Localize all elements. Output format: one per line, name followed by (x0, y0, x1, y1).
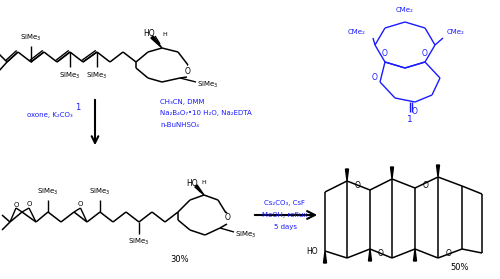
Text: O: O (423, 181, 429, 189)
Text: H: H (162, 32, 168, 37)
Text: 1: 1 (407, 116, 413, 124)
Text: HO: HO (306, 247, 318, 256)
Polygon shape (324, 251, 326, 263)
Text: n-BuNHSO₄: n-BuNHSO₄ (160, 122, 199, 128)
Text: O: O (78, 201, 83, 207)
Text: O: O (378, 249, 384, 259)
Polygon shape (414, 249, 416, 261)
Text: HO: HO (144, 28, 155, 37)
Polygon shape (436, 165, 440, 177)
Text: O: O (26, 201, 32, 207)
Text: Na₂B₄O₇•10 H₂O, Na₂EDTA: Na₂B₄O₇•10 H₂O, Na₂EDTA (160, 110, 252, 116)
Text: O: O (382, 49, 388, 57)
Text: SiMe$_3$: SiMe$_3$ (235, 230, 256, 240)
Text: 30%: 30% (170, 256, 190, 264)
Text: MeOH, reflux: MeOH, reflux (262, 212, 308, 218)
Polygon shape (346, 169, 348, 181)
Text: oxone, K₂CO₃: oxone, K₂CO₃ (27, 112, 73, 118)
Polygon shape (195, 185, 204, 195)
Text: O: O (372, 73, 378, 83)
Text: CMe₂: CMe₂ (447, 29, 465, 35)
Text: 1: 1 (76, 104, 80, 112)
Text: O: O (355, 181, 361, 189)
Text: O: O (446, 249, 452, 259)
Text: O: O (412, 107, 418, 117)
Text: SiMe$_3$: SiMe$_3$ (197, 80, 218, 90)
Text: HO: HO (186, 179, 198, 187)
Text: SiMe$_3$: SiMe$_3$ (37, 187, 59, 197)
Text: CMe₂: CMe₂ (347, 29, 365, 35)
Text: SiMe$_3$: SiMe$_3$ (59, 71, 81, 81)
Text: SiMe$_3$: SiMe$_3$ (86, 71, 108, 81)
Text: CH₃CN, DMM: CH₃CN, DMM (160, 99, 204, 105)
Text: 5 days: 5 days (274, 224, 296, 230)
Text: O: O (422, 49, 428, 57)
Text: H: H (202, 179, 206, 184)
Text: 50%: 50% (451, 263, 469, 273)
Text: CMe₂: CMe₂ (396, 7, 414, 13)
Text: SiMe$_3$: SiMe$_3$ (20, 33, 42, 43)
Text: O: O (225, 213, 231, 222)
Text: SiMe$_3$: SiMe$_3$ (128, 237, 150, 247)
Text: SiMe$_3$: SiMe$_3$ (89, 187, 111, 197)
Polygon shape (390, 167, 394, 179)
Polygon shape (151, 36, 162, 48)
Text: O: O (185, 66, 191, 76)
Polygon shape (368, 249, 372, 261)
Text: Cs₂CO₃, CsF: Cs₂CO₃, CsF (264, 200, 306, 206)
Text: O: O (14, 202, 18, 208)
